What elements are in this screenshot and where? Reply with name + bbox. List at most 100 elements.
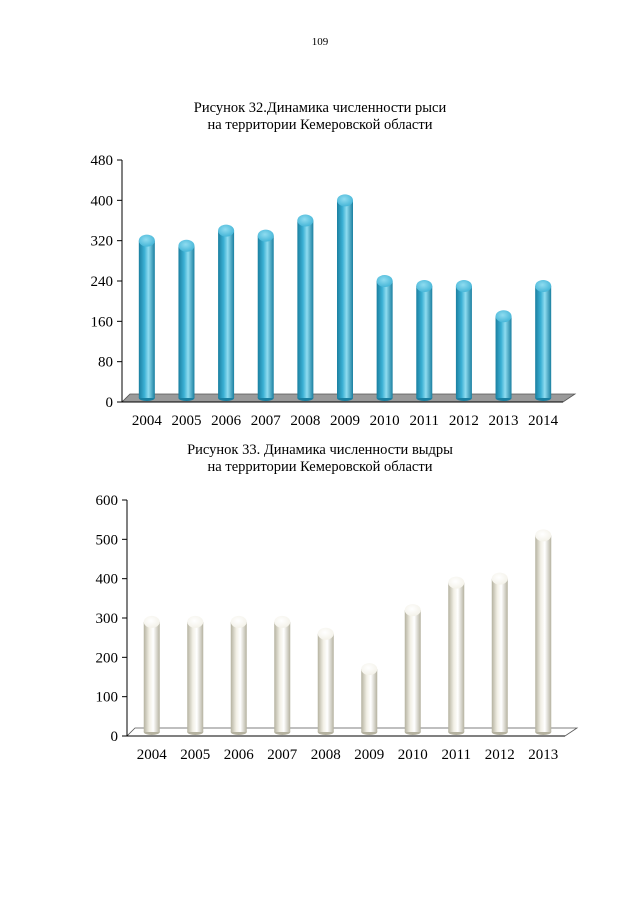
bar-cap	[218, 224, 235, 237]
bar-body	[376, 281, 393, 398]
bar-cap	[317, 627, 334, 640]
x-tick-label-2011: 2011	[442, 747, 471, 763]
x-tick-label-2013: 2013	[528, 747, 558, 763]
bar-2014	[535, 280, 552, 401]
bar-cap	[274, 615, 291, 628]
x-tick-label-2005: 2005	[171, 413, 201, 429]
bar-cap	[495, 310, 512, 323]
y-tick-label: 480	[91, 153, 114, 169]
bar-body	[361, 669, 378, 732]
x-tick-label-2013: 2013	[489, 413, 519, 429]
bar-cap	[416, 280, 433, 293]
bar-2007	[274, 615, 291, 735]
lynx-population-chart: 0 80 160 240 320 400 480 2004 2005 2006 2007 2008 20…	[91, 153, 577, 429]
x-tick-label-2009: 2009	[330, 413, 360, 429]
bar-cap	[535, 529, 552, 542]
bar-2012	[455, 280, 472, 401]
bar-body	[178, 245, 195, 398]
bar-body	[491, 578, 508, 732]
bar-cap	[376, 275, 393, 287]
y-tick-label: 400	[96, 572, 119, 588]
y-tick-label: 0	[106, 395, 114, 411]
bar-2009	[361, 663, 378, 735]
bar-cap	[178, 239, 195, 252]
y-tick-label: 0	[111, 729, 119, 745]
bar-cap	[297, 214, 314, 227]
page-number: 109	[311, 36, 329, 48]
y-tick-label: 400	[91, 193, 114, 209]
y-tick-label: 600	[96, 493, 119, 509]
bar-body	[317, 633, 334, 732]
bar-2011	[448, 576, 465, 735]
bar-body	[416, 286, 433, 398]
figure-32-title-line2: на территории Кемеровской области	[207, 117, 433, 133]
y-tick-label: 160	[91, 314, 114, 330]
bar-body	[535, 535, 552, 732]
figure-33-title-line1: Рисунок 33. Динамика численности выдры	[187, 442, 453, 458]
y-tick-label: 300	[96, 611, 119, 627]
y-tick-label: 240	[91, 274, 114, 290]
bar-cap	[455, 280, 472, 293]
bar-body	[143, 621, 160, 732]
bar-2008	[317, 627, 334, 735]
x-tick-label-2011: 2011	[410, 413, 439, 429]
x-tick-label-2010: 2010	[370, 413, 400, 429]
bar-body	[297, 220, 314, 398]
y-tick-label: 200	[96, 650, 119, 666]
bar-2009	[337, 194, 353, 401]
bar-2004	[138, 234, 155, 401]
y-tick-label: 100	[96, 690, 119, 706]
bar-cap	[143, 615, 160, 628]
bar-body	[404, 610, 421, 732]
x-tick-label-2007: 2007	[267, 747, 298, 763]
x-tick-label-2005: 2005	[180, 747, 210, 763]
bar-2013	[535, 529, 552, 735]
bar-cap	[491, 572, 508, 585]
x-tick-label-2008: 2008	[311, 747, 341, 763]
x-tick-label-2012: 2012	[449, 413, 479, 429]
y-tick-label: 80	[98, 355, 113, 371]
bar-body	[448, 582, 465, 732]
bar-2006	[218, 224, 235, 401]
otter-population-chart: 0 100 200 300 400 500 600 2004 2005 2006 2007 2008 2…	[96, 493, 579, 763]
bar-body	[274, 621, 291, 732]
bar-cap	[187, 615, 204, 628]
figure-32-title-line1: Рисунок 32.Динамика численности рыси	[193, 100, 447, 116]
y-tick-label: 320	[91, 234, 114, 250]
bar-2010	[404, 604, 421, 735]
bar-body	[257, 235, 274, 398]
bar-2004	[143, 615, 160, 735]
bar-body	[138, 240, 155, 398]
bar-body	[337, 200, 353, 398]
bar-2007	[257, 229, 274, 401]
bar-2013	[495, 310, 512, 401]
figure-33-title-line2: на территории Кемеровской области	[207, 459, 433, 475]
x-tick-label-2014: 2014	[528, 413, 559, 429]
figure-32-title: Рисунок 32.Динамика численности рыси на …	[0, 100, 640, 134]
bar-body	[455, 286, 472, 398]
bar-cap	[257, 229, 274, 242]
bar-body	[218, 230, 235, 398]
bar-2011	[416, 280, 433, 401]
bar-cap	[361, 663, 378, 676]
x-tick-label-2007: 2007	[251, 413, 282, 429]
x-tick-label-2010: 2010	[398, 747, 428, 763]
bar-cap	[535, 280, 552, 293]
bar-2010	[376, 275, 393, 401]
bar-cap	[230, 615, 247, 628]
x-tick-label-2006: 2006	[224, 747, 255, 763]
bar-2008	[297, 214, 314, 401]
bar-cap	[138, 234, 155, 247]
bar-cap	[448, 576, 465, 589]
x-tick-label-2012: 2012	[485, 747, 515, 763]
bar-2012	[491, 572, 508, 735]
y-tick-label: 500	[96, 532, 119, 548]
x-tick-label-2004: 2004	[132, 413, 163, 429]
bar-2006	[230, 615, 247, 735]
x-tick-label-2008: 2008	[290, 413, 320, 429]
figure-33-title: Рисунок 33. Динамика численности выдры н…	[0, 442, 640, 476]
bar-body	[535, 286, 552, 398]
bar-cap	[337, 194, 353, 207]
bar-body	[187, 621, 204, 732]
bar-2005	[178, 239, 195, 401]
